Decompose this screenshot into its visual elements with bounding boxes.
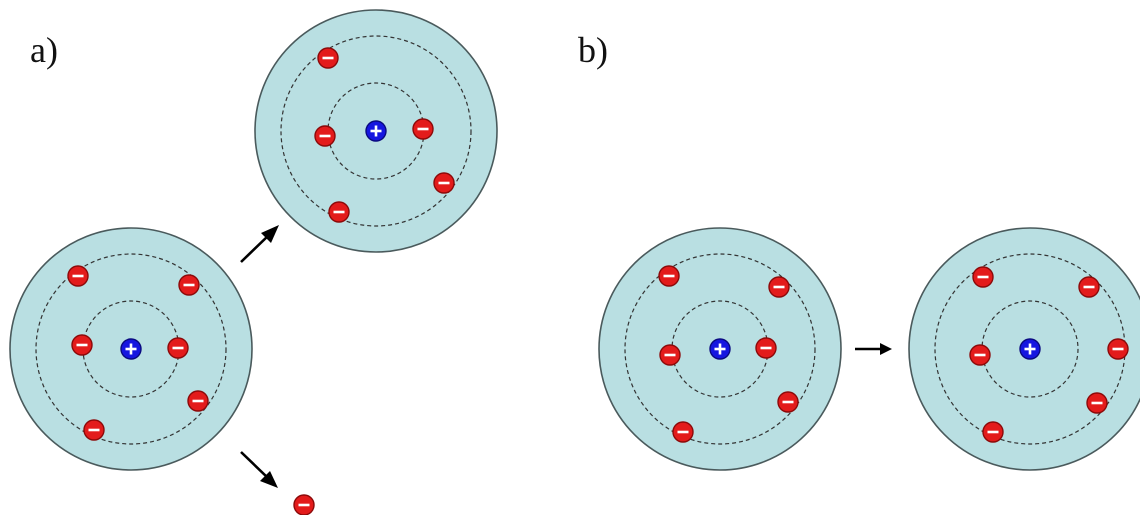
- electron-icon: [754, 336, 778, 360]
- electron-icon: [776, 390, 800, 414]
- electron-icon: [971, 265, 995, 289]
- electron-icon: [1085, 391, 1109, 415]
- electron-icon: [316, 46, 340, 70]
- electron-icon: [313, 124, 337, 148]
- nucleus-icon: [364, 119, 388, 143]
- electron-icon: [186, 389, 210, 413]
- atom-a-neutral: [9, 227, 253, 471]
- electron-icon: [166, 336, 190, 360]
- electron-icon: [658, 343, 682, 367]
- electron-icon: [657, 264, 681, 288]
- arrow-to-ion: [240, 225, 279, 263]
- electron-icon: [82, 418, 106, 442]
- arrow-to-free-electron: [240, 451, 278, 488]
- panel-a-label: a): [30, 30, 58, 70]
- free-electron-icon: [292, 493, 316, 515]
- electron-icon: [968, 343, 992, 367]
- electron-icon: [411, 117, 435, 141]
- panel-b-label: b): [578, 30, 608, 70]
- electron-icon: [671, 420, 695, 444]
- atom-a-ion: [254, 9, 498, 253]
- electron-icon: [327, 200, 351, 224]
- electron-icon: [1106, 337, 1130, 361]
- nucleus-icon: [708, 337, 732, 361]
- electron-icon: [1077, 275, 1101, 299]
- electron-icon: [66, 264, 90, 288]
- electron-icon: [767, 275, 791, 299]
- nucleus-icon: [1018, 337, 1042, 361]
- electron-icon: [981, 420, 1005, 444]
- electron-icon: [177, 273, 201, 297]
- atom-b-after: [908, 227, 1140, 471]
- arrow-b: [855, 343, 892, 355]
- atom-b-before: [598, 227, 842, 471]
- electron-icon: [70, 333, 94, 357]
- nucleus-icon: [119, 337, 143, 361]
- electron-icon: [432, 171, 456, 195]
